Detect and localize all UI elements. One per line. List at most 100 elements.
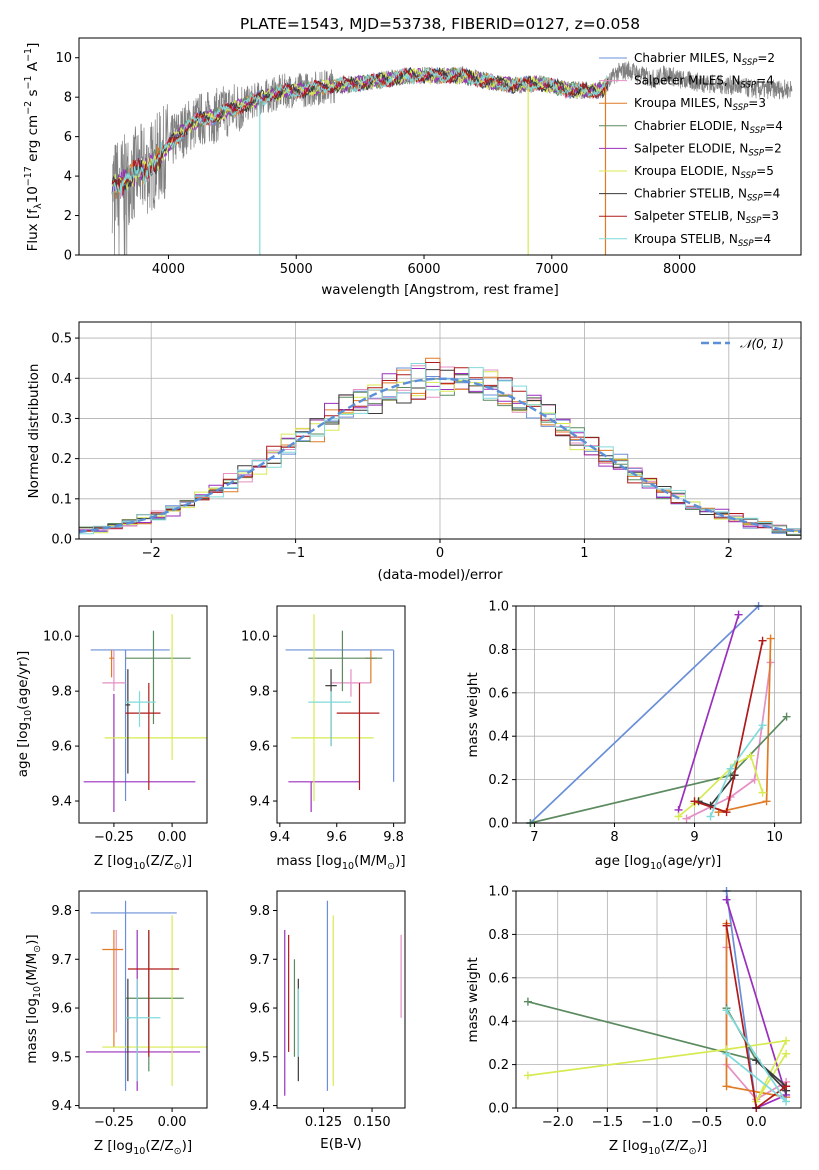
x-tick-label: 0.0	[746, 1115, 767, 1130]
x-tick-label: 4000	[152, 262, 185, 277]
data-point-marker	[726, 764, 735, 773]
y-tick-label: 9.4	[249, 1099, 270, 1114]
plot-frame	[515, 605, 802, 824]
gaussian-curve	[78, 377, 802, 534]
y-tick-label: 1.0	[488, 885, 509, 900]
x-tick-label: 0.125	[305, 1115, 342, 1130]
x-tick-label: 9.6	[326, 830, 347, 845]
spectrum-panel: 4000 5000 6000 7000 8000 0 2 4 6 8 10 wavelength [A…	[23, 37, 802, 298]
model-spectrum-line	[111, 66, 608, 195]
y-tick-label: 0.3	[51, 412, 72, 427]
data-point-marker	[674, 812, 683, 821]
model-spectrum-line	[111, 67, 608, 192]
data-point-marker	[746, 751, 755, 760]
x-axis-label: Z [log10(Z/Z⊙)]	[609, 1138, 707, 1157]
data-point-marker	[758, 721, 767, 730]
x-tick-label: 2	[725, 546, 733, 561]
y-tick-label: 10.0	[241, 630, 270, 645]
plot-frame	[276, 605, 406, 824]
data-point-marker	[782, 1049, 791, 1058]
data-point-marker	[734, 610, 743, 619]
series-line	[725, 891, 758, 1108]
chart-title: PLATE=1543, MJD=53738, FIBERID=0127, z=0…	[240, 15, 640, 33]
data-point-marker	[758, 636, 767, 645]
x-axis-label: age [log10(age/yr)]	[595, 853, 721, 872]
y-tick-label: 0.8	[488, 643, 509, 658]
mass-weight-vs-age-panel: 7 8 9 10 0.0 0.2 0.4 0.6 0.8 1.0 age [log10(age/yr…	[465, 600, 802, 872]
y-axis-label: mass [log10(M/M⊙)]	[24, 934, 43, 1063]
plot-frame	[78, 890, 208, 1109]
y-tick-label: 4	[64, 170, 72, 185]
series-line	[677, 754, 764, 818]
y-tick-label: 9.4	[51, 795, 72, 810]
data-point-marker	[523, 1071, 532, 1080]
legend-entry: Salpeter MILES, NSSP=4	[634, 74, 774, 91]
x-tick-label: 1	[580, 546, 588, 561]
legend-entry: Salpeter STELIB, NSSP=3	[634, 209, 779, 226]
y-tick-label: 0.1	[51, 492, 72, 507]
y-tick-label: 9.8	[51, 904, 72, 919]
y-tick-label: 9.8	[249, 904, 270, 919]
x-tick-label: 5000	[280, 262, 313, 277]
plot-frame	[515, 890, 802, 1109]
y-tick-label: 9.7	[51, 953, 72, 968]
data-point-marker	[722, 808, 731, 817]
x-tick-label: −0.5	[691, 1115, 723, 1130]
y-tick-label: 0.4	[488, 1015, 509, 1030]
x-tick-label: 0.150	[353, 1115, 390, 1130]
x-axis-label: E(B-V)	[320, 1136, 362, 1152]
x-tick-label: −1	[286, 546, 305, 561]
x-axis-label: (data-model)/error	[377, 567, 503, 583]
series-line	[686, 662, 772, 820]
age-vs-metallicity-panel: −0.25 0.00 9.4 9.6 9.8 10.0 Z [log10(Z/Z⊙)] age…	[15, 605, 208, 872]
data-point-marker	[782, 712, 791, 721]
y-axis-label: mass weight	[465, 957, 481, 1042]
y-tick-label: 0.4	[488, 730, 509, 745]
data-point-marker	[782, 1082, 791, 1091]
series-line	[530, 716, 788, 823]
x-axis-label: wavelength [Angstrom, rest frame]	[321, 282, 559, 298]
legend-entry: Chabrier MILES, NSSP=2	[634, 51, 775, 68]
data-point-marker	[762, 797, 771, 806]
x-tick-label: 8000	[663, 262, 696, 277]
x-tick-label: 7	[530, 830, 538, 845]
legend-entry: Chabrier ELODIE, NSSP=4	[634, 119, 783, 136]
x-axis-label: Z [log10(Z/Z⊙)]	[94, 853, 192, 872]
y-tick-label: 0.5	[51, 332, 72, 347]
series-line	[677, 614, 740, 811]
histogram-steps	[79, 363, 801, 535]
data-point-marker	[682, 814, 691, 823]
y-tick-label: 9.4	[249, 795, 270, 810]
y-tick-label: 0.8	[488, 928, 509, 943]
plot-frame	[78, 605, 208, 824]
y-tick-label: 9.7	[249, 953, 270, 968]
observed-spectrum-line	[111, 61, 793, 255]
x-tick-label: 0.00	[158, 830, 187, 845]
legend-entry: 𝒩(0, 1)	[740, 337, 784, 351]
y-tick-label: 0.4	[51, 372, 72, 387]
y-tick-label: 0.2	[51, 452, 72, 467]
y-tick-label: 9.4	[51, 1099, 72, 1114]
x-tick-label: −1.0	[641, 1115, 673, 1130]
y-tick-label: 0.2	[488, 773, 509, 788]
x-axis-label: Z [log10(Z/Z⊙)]	[94, 1138, 192, 1157]
x-tick-label: 7000	[535, 262, 568, 277]
data-point-marker	[690, 797, 699, 806]
legend-entry: Kroupa MILES, NSSP=3	[634, 96, 766, 113]
data-point-marker	[722, 1049, 731, 1058]
legend-entry: Chabrier STELIB, NSSP=4	[634, 187, 780, 204]
mass-weight-vs-metallicity-panel: −2.0 −1.5 −1.0 −0.5 0.0 0.0 0.2 0.4 0.6 0.8 1.0 Z […	[465, 885, 802, 1157]
x-tick-label: −2.0	[542, 1115, 574, 1130]
data-point-marker	[722, 1082, 731, 1091]
x-tick-label: 0	[436, 546, 444, 561]
data-point-marker	[722, 921, 731, 930]
series-line	[529, 606, 760, 823]
data-point-marker	[722, 1006, 731, 1015]
legend-entry: Salpeter ELODIE, NSSP=2	[634, 141, 782, 158]
y-tick-label: 0.0	[488, 1102, 509, 1117]
y-axis-label: Flux [fλ10−17 erg cm−2 s−1 A−1]	[23, 43, 44, 252]
x-tick-label: 9.4	[270, 830, 291, 845]
data-point-marker	[722, 895, 731, 904]
data-point-marker	[750, 775, 759, 784]
x-tick-label: 8	[610, 830, 618, 845]
